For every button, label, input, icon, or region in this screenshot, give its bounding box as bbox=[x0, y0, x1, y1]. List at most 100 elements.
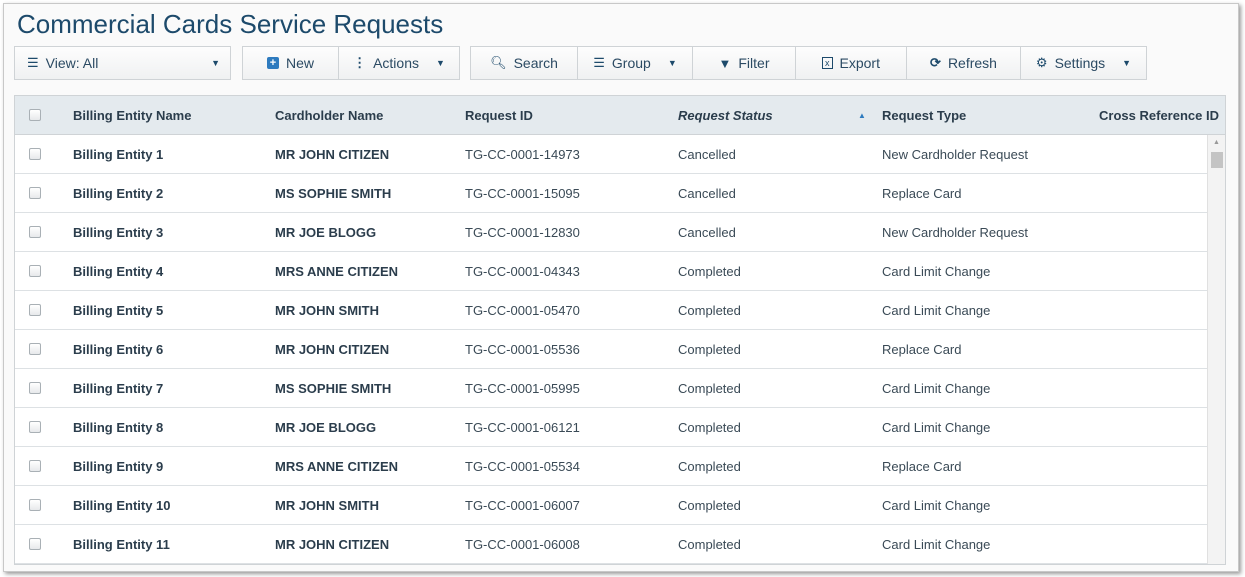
request-id-cell[interactable]: TG-CC-0001-12830 bbox=[465, 225, 580, 240]
settings-button[interactable]: ⚙ Settings ▼ bbox=[1020, 46, 1147, 80]
table-row[interactable]: Billing Entity 10 MR JOHN SMITH TG-CC-00… bbox=[15, 486, 1209, 525]
cardholder-cell: MR JOHN CITIZEN bbox=[275, 342, 390, 357]
table-row[interactable]: Billing Entity 11 MR JOHN CITIZEN TG-CC-… bbox=[15, 525, 1209, 564]
request-id-cell[interactable]: TG-CC-0001-05536 bbox=[465, 342, 580, 357]
column-request-status[interactable]: Request Status bbox=[678, 108, 773, 123]
table-row[interactable]: Billing Entity 6 MR JOHN CITIZEN TG-CC-0… bbox=[15, 330, 1209, 369]
actions-label: Actions bbox=[373, 55, 419, 71]
request-type-cell: Card Limit Change bbox=[882, 264, 991, 279]
table-row[interactable]: Billing Entity 5 MR JOHN SMITH TG-CC-000… bbox=[15, 291, 1209, 330]
row-checkbox[interactable] bbox=[29, 538, 41, 550]
cardholder-cell: MR JOHN SMITH bbox=[275, 303, 379, 318]
search-button[interactable]: 🔍︎ Search bbox=[470, 46, 578, 80]
filter-button[interactable]: ▼ Filter bbox=[692, 46, 796, 80]
cardholder-cell: MRS ANNE CITIZEN bbox=[275, 264, 399, 279]
column-billing-entity[interactable]: Billing Entity Name bbox=[73, 108, 192, 123]
table-row[interactable]: Billing Entity 7 MS SOPHIE SMITH TG-CC-0… bbox=[15, 369, 1209, 408]
column-request-id[interactable]: Request ID bbox=[465, 108, 533, 123]
request-type-cell: Replace Card bbox=[882, 342, 962, 357]
more-vertical-icon: ⋮ bbox=[353, 55, 367, 70]
request-status-cell: Cancelled bbox=[678, 147, 736, 162]
refresh-icon: ⟳ bbox=[930, 55, 941, 70]
scroll-up-icon[interactable]: ▲ bbox=[1213, 139, 1220, 146]
request-status-cell: Completed bbox=[678, 342, 741, 357]
vertical-scrollbar[interactable]: ▲ bbox=[1207, 135, 1225, 564]
actions-button[interactable]: ⋮ Actions ▼ bbox=[338, 46, 460, 80]
column-request-type[interactable]: Request Type bbox=[882, 108, 967, 123]
row-checkbox[interactable] bbox=[29, 343, 41, 355]
table-row[interactable]: Billing Entity 9 MRS ANNE CITIZEN TG-CC-… bbox=[15, 447, 1209, 486]
billing-entity-cell: Billing Entity 10 bbox=[73, 498, 171, 513]
request-id-cell[interactable]: TG-CC-0001-06007 bbox=[465, 498, 580, 513]
search-icon: 🔍︎ bbox=[490, 55, 507, 70]
billing-entity-cell: Billing Entity 4 bbox=[73, 264, 164, 279]
request-type-cell: Card Limit Change bbox=[882, 498, 991, 513]
cardholder-cell: MR JOHN CITIZEN bbox=[275, 537, 390, 552]
cardholder-cell: MS SOPHIE SMITH bbox=[275, 186, 392, 201]
plus-icon: + bbox=[266, 57, 279, 69]
scrollbar-thumb[interactable] bbox=[1211, 152, 1223, 168]
row-checkbox[interactable] bbox=[29, 421, 41, 433]
table-row[interactable]: Billing Entity 3 MR JOE BLOGG TG-CC-0001… bbox=[15, 213, 1209, 252]
settings-label: Settings bbox=[1054, 55, 1106, 71]
chevron-down-icon: ▼ bbox=[436, 58, 445, 68]
filter-icon: ▼ bbox=[718, 55, 732, 71]
group-button[interactable]: ☰ Group ▼ bbox=[577, 46, 693, 80]
row-checkbox[interactable] bbox=[29, 265, 41, 277]
request-id-cell[interactable]: TG-CC-0001-15095 bbox=[465, 186, 580, 201]
request-type-cell: New Cardholder Request bbox=[882, 147, 1028, 162]
row-checkbox[interactable] bbox=[29, 382, 41, 394]
column-cardholder[interactable]: Cardholder Name bbox=[275, 108, 384, 123]
request-type-cell: Card Limit Change bbox=[882, 381, 991, 396]
table-row[interactable]: Billing Entity 4 MRS ANNE CITIZEN TG-CC-… bbox=[15, 252, 1209, 291]
row-checkbox[interactable] bbox=[29, 226, 41, 238]
request-id-cell[interactable]: TG-CC-0001-05534 bbox=[465, 459, 580, 474]
group-label: Group bbox=[611, 55, 651, 71]
request-id-cell[interactable]: TG-CC-0001-06121 bbox=[465, 420, 580, 435]
list-icon: ☰ bbox=[27, 55, 39, 70]
chevron-down-icon: ▼ bbox=[1122, 58, 1132, 68]
row-checkbox[interactable] bbox=[29, 187, 41, 199]
request-id-cell[interactable]: TG-CC-0001-05470 bbox=[465, 303, 580, 318]
request-status-cell: Completed bbox=[678, 498, 741, 513]
column-cross-reference-id[interactable]: Cross Reference ID bbox=[1099, 108, 1219, 123]
billing-entity-cell: Billing Entity 11 bbox=[73, 537, 170, 552]
excel-file-icon: x bbox=[822, 57, 833, 69]
billing-entity-cell: Billing Entity 8 bbox=[73, 420, 164, 435]
view-dropdown[interactable]: ☰ View: All ▼ bbox=[14, 46, 231, 80]
billing-entity-cell: Billing Entity 5 bbox=[73, 303, 164, 318]
cardholder-cell: MR JOHN SMITH bbox=[275, 498, 379, 513]
table-row[interactable]: Billing Entity 8 MR JOE BLOGG TG-CC-0001… bbox=[15, 408, 1209, 447]
request-id-cell[interactable]: TG-CC-0001-06008 bbox=[465, 537, 580, 552]
row-checkbox[interactable] bbox=[29, 304, 41, 316]
filter-label: Filter bbox=[738, 55, 770, 71]
billing-entity-cell: Billing Entity 2 bbox=[73, 186, 164, 201]
request-status-cell: Completed bbox=[678, 459, 741, 474]
request-status-cell: Completed bbox=[678, 420, 741, 435]
export-button[interactable]: x Export bbox=[795, 46, 907, 80]
gear-icon: ⚙ bbox=[1035, 55, 1048, 70]
row-checkbox[interactable] bbox=[29, 148, 41, 160]
row-checkbox[interactable] bbox=[29, 460, 41, 472]
new-button[interactable]: + New bbox=[242, 46, 339, 80]
request-id-cell[interactable]: TG-CC-0001-14973 bbox=[465, 147, 580, 162]
request-type-cell: Card Limit Change bbox=[882, 537, 991, 552]
request-type-cell: Card Limit Change bbox=[882, 303, 991, 318]
request-id-cell[interactable]: TG-CC-0001-04343 bbox=[465, 264, 580, 279]
table-row[interactable]: Billing Entity 1 MR JOHN CITIZEN TG-CC-0… bbox=[15, 135, 1209, 174]
select-all-checkbox[interactable] bbox=[29, 109, 41, 121]
refresh-button[interactable]: ⟳ Refresh bbox=[906, 46, 1021, 80]
view-label: View: All bbox=[45, 55, 99, 71]
requests-table: Billing Entity Name Cardholder Name Requ… bbox=[14, 95, 1226, 565]
search-label: Search bbox=[513, 55, 558, 71]
request-id-cell[interactable]: TG-CC-0001-05995 bbox=[465, 381, 580, 396]
request-status-cell: Completed bbox=[678, 537, 741, 552]
sort-ascending-icon: ▲ bbox=[858, 111, 866, 120]
table-row[interactable]: Billing Entity 2 MS SOPHIE SMITH TG-CC-0… bbox=[15, 174, 1209, 213]
billing-entity-cell: Billing Entity 7 bbox=[73, 381, 164, 396]
chevron-down-icon: ▼ bbox=[211, 58, 220, 68]
request-type-cell: Card Limit Change bbox=[882, 420, 991, 435]
row-checkbox[interactable] bbox=[29, 499, 41, 511]
request-status-cell: Completed bbox=[678, 264, 741, 279]
request-type-cell: Replace Card bbox=[882, 459, 962, 474]
